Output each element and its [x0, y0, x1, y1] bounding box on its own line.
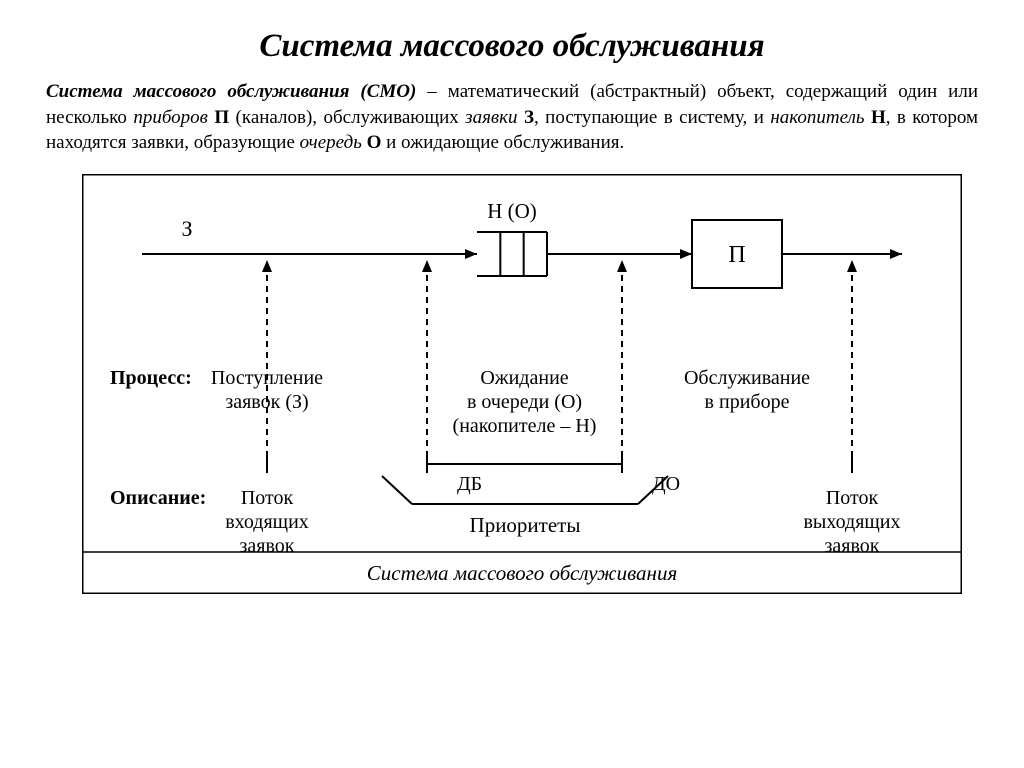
svg-text:выходящих: выходящих [803, 511, 900, 533]
svg-text:входящих: входящих [225, 511, 309, 533]
svg-text:ДБ: ДБ [457, 473, 482, 495]
svg-text:заявок (З): заявок (З) [225, 391, 308, 413]
svg-text:Описание:: Описание: [110, 487, 206, 509]
svg-text:ДО: ДО [652, 473, 680, 495]
svg-text:Обслуживание: Обслуживание [684, 367, 810, 389]
svg-text:Ожидание: Ожидание [480, 367, 568, 389]
svg-text:З: З [181, 216, 192, 241]
svg-text:Поток: Поток [826, 487, 879, 509]
svg-text:Поток: Поток [241, 487, 294, 509]
smo-diagram: Система массового обслуживания З Н (О) П Про… [82, 174, 962, 594]
svg-text:Н (О): Н (О) [487, 199, 537, 223]
definition-paragraph: Система массового обслуживания (СМО) – м… [46, 79, 978, 156]
svg-text:П: П [728, 242, 745, 268]
term-smo: Система массового обслуживания (СМО) [46, 81, 416, 102]
svg-text:в приборе: в приборе [705, 391, 790, 413]
svg-text:Процесс:: Процесс: [110, 367, 192, 389]
svg-text:Поступление: Поступление [211, 367, 323, 389]
svg-text:Система массового обслуживания: Система массового обслуживания [367, 561, 677, 585]
svg-text:Приоритеты: Приоритеты [470, 513, 581, 537]
svg-text:в очереди (О): в очереди (О) [467, 391, 582, 413]
svg-text:заявок: заявок [825, 535, 880, 557]
svg-text:(накопителе – Н): (накопителе – Н) [453, 415, 597, 437]
page-title: Система массового обслуживания [46, 28, 978, 65]
svg-text:заявок: заявок [240, 535, 295, 557]
